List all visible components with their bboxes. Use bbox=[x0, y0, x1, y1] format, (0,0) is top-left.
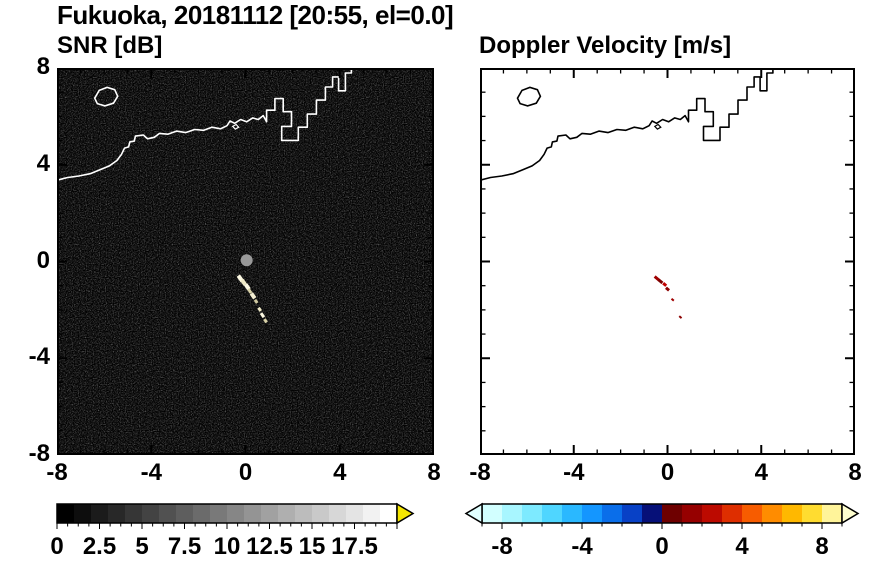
x-tick-label: -8 bbox=[46, 459, 68, 486]
snr-plot-area bbox=[57, 68, 434, 455]
x-tick-label: 0 bbox=[238, 459, 253, 486]
y-tick-label: 4 bbox=[36, 149, 50, 177]
snr-colorbar bbox=[56, 502, 415, 529]
x-tick-label: -4 bbox=[563, 459, 585, 486]
x-tick-label: 4 bbox=[754, 459, 768, 486]
y-tick-label: 8 bbox=[36, 53, 50, 80]
colorbar-tick-label: 4 bbox=[735, 533, 749, 560]
doppler-panel-title: Doppler Velocity [m/s] bbox=[479, 32, 732, 59]
x-tick-label: -8 bbox=[469, 459, 491, 486]
y-tick-label: -4 bbox=[28, 343, 50, 371]
colorbar-tick-label: -4 bbox=[571, 533, 593, 560]
colorbar-tick-label: 8 bbox=[815, 533, 829, 560]
colorbar-tick-label: 7.5 bbox=[167, 533, 202, 560]
x-tick-label: 8 bbox=[427, 459, 441, 486]
y-tick-label: -8 bbox=[28, 440, 50, 467]
colorbar-tick-label: 10 bbox=[213, 533, 241, 560]
x-tick-label: 4 bbox=[333, 459, 347, 486]
doppler-colorbar bbox=[464, 502, 860, 529]
snr-panel-title: SNR [dB] bbox=[57, 32, 163, 59]
colorbar-tick-label: 12.5 bbox=[246, 533, 293, 560]
figure-title: Fukuoka, 20181112 [20:55, el=0.0] bbox=[57, 0, 454, 30]
x-tick-label: -4 bbox=[140, 459, 162, 486]
colorbar-tick-label: 17.5 bbox=[331, 533, 378, 560]
colorbar-tick-label: 0 bbox=[50, 533, 64, 560]
doppler-plot-area bbox=[480, 68, 855, 455]
colorbar-tick-label: 2.5 bbox=[82, 533, 117, 560]
colorbar-tick-label: -8 bbox=[491, 533, 513, 560]
colorbar-tick-label: 5 bbox=[135, 533, 149, 560]
colorbar-tick-label: 15 bbox=[298, 533, 326, 560]
y-tick-label: 0 bbox=[36, 246, 50, 274]
colorbar-tick-label: 0 bbox=[655, 533, 669, 560]
x-tick-label: 8 bbox=[848, 459, 862, 486]
x-tick-label: 0 bbox=[660, 459, 675, 486]
